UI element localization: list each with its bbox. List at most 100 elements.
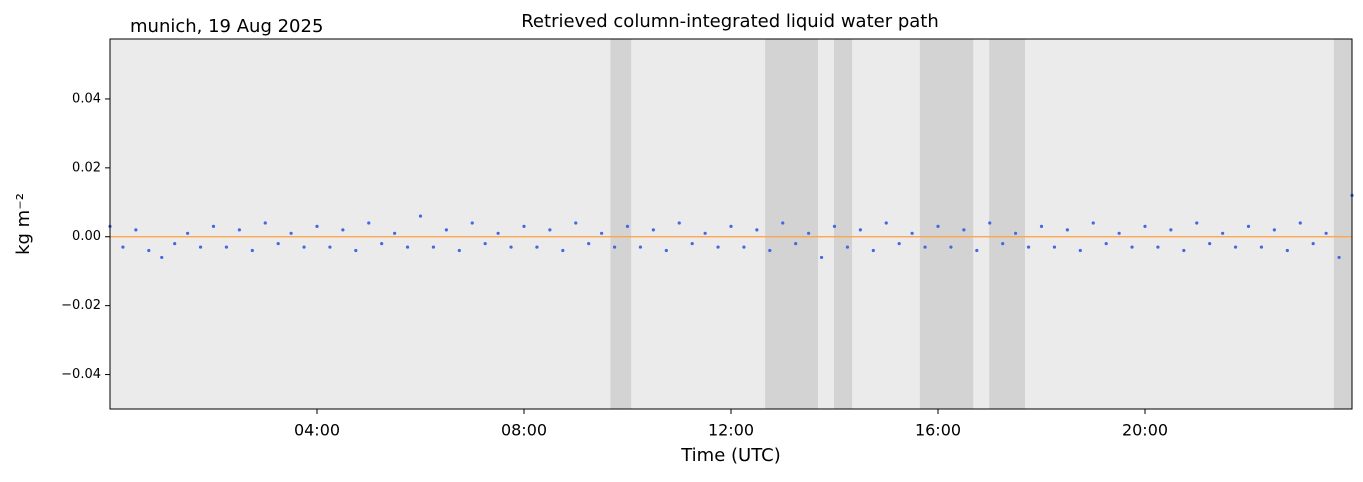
plot-frame <box>109 38 1353 410</box>
x-tick-label: 16:00 <box>915 421 961 440</box>
plot-background <box>110 39 1352 409</box>
data-point <box>1078 248 1082 253</box>
data-point <box>729 224 733 229</box>
data-point <box>1285 248 1289 253</box>
data-point <box>1259 245 1264 249</box>
data-point <box>1195 221 1199 225</box>
data-point <box>1104 242 1108 246</box>
data-point <box>1182 248 1186 253</box>
data-point <box>1014 231 1018 235</box>
data-point <box>923 245 927 249</box>
data-point <box>263 221 267 225</box>
data-point <box>781 221 785 225</box>
data-point <box>1156 245 1160 249</box>
data-point <box>341 228 345 232</box>
shaded-span <box>989 39 1025 409</box>
data-point <box>574 221 578 225</box>
data-point <box>250 248 254 253</box>
chart-title: Retrieved column-integrated liquid water… <box>521 11 939 32</box>
x-tick-label: 12:00 <box>708 421 754 440</box>
x-tick-label: 20:00 <box>1122 421 1168 440</box>
y-tick-label: −0.02 <box>61 298 101 313</box>
data-point <box>625 224 630 229</box>
data-point <box>1272 228 1276 232</box>
y-tick-label: −0.04 <box>61 367 101 382</box>
data-point <box>807 231 811 235</box>
data-point <box>418 214 423 218</box>
data-point <box>703 231 707 235</box>
data-point <box>600 231 604 235</box>
data-point <box>224 245 229 249</box>
y-tick-label: 0.02 <box>72 160 101 175</box>
data-point <box>638 245 643 249</box>
shaded-span <box>919 39 974 409</box>
data-point <box>470 221 474 225</box>
data-point <box>315 224 319 229</box>
data-point <box>496 231 500 235</box>
data-point <box>198 245 203 249</box>
shaded-span <box>610 39 632 409</box>
x-axis-label: Time (UTC) <box>680 445 781 466</box>
x-tick-label: 04:00 <box>294 421 340 440</box>
data-point <box>173 242 177 246</box>
data-point <box>367 221 371 225</box>
data-point <box>548 228 552 232</box>
data-point <box>509 245 513 249</box>
data-point <box>328 245 332 249</box>
data-point <box>1052 245 1057 249</box>
data-point <box>289 231 293 235</box>
shaded-span <box>833 39 853 409</box>
data-point <box>457 248 461 253</box>
data-point <box>1208 242 1212 246</box>
data-point <box>1130 245 1134 249</box>
data-point <box>121 245 125 249</box>
data-point <box>302 245 306 249</box>
y-axis-label: kg m⁻² <box>13 193 34 255</box>
data-point <box>988 221 992 225</box>
data-point <box>819 255 824 260</box>
data-point <box>768 248 772 253</box>
data-point <box>587 242 591 246</box>
data-point <box>975 248 979 253</box>
data-point <box>354 248 358 253</box>
data-point <box>1298 221 1302 225</box>
data-point <box>1169 228 1173 232</box>
data-point <box>1117 231 1121 235</box>
data-point <box>1246 224 1251 229</box>
data-point <box>1091 221 1095 225</box>
data-point <box>858 228 862 232</box>
chart-subtitle: munich, 19 Aug 2025 <box>130 16 323 37</box>
x-tick-label: 08:00 <box>501 421 547 440</box>
data-point <box>742 245 746 249</box>
data-point <box>1311 242 1315 246</box>
data-point <box>845 245 850 249</box>
data-point <box>134 228 138 232</box>
data-point <box>483 242 487 246</box>
data-point <box>1337 255 1341 260</box>
data-point <box>276 242 280 246</box>
data-point <box>690 242 694 246</box>
data-point <box>1143 224 1147 229</box>
data-point <box>910 231 914 235</box>
data-point <box>160 255 164 260</box>
shaded-span <box>765 39 818 409</box>
data-point <box>444 228 448 232</box>
data-point <box>393 231 397 235</box>
data-point <box>1065 228 1069 232</box>
data-point <box>1001 242 1005 246</box>
data-point <box>949 245 953 249</box>
data-point <box>211 224 216 229</box>
data-point <box>794 242 798 246</box>
shaded-span <box>1333 39 1352 409</box>
data-point <box>186 231 190 235</box>
data-point <box>884 221 888 225</box>
data-point <box>897 242 901 246</box>
data-point <box>405 245 410 249</box>
data-point <box>936 224 940 229</box>
data-point <box>1233 245 1238 249</box>
data-point <box>664 248 668 253</box>
data-point <box>237 228 241 232</box>
data-point <box>677 221 681 225</box>
data-point <box>1026 245 1031 249</box>
